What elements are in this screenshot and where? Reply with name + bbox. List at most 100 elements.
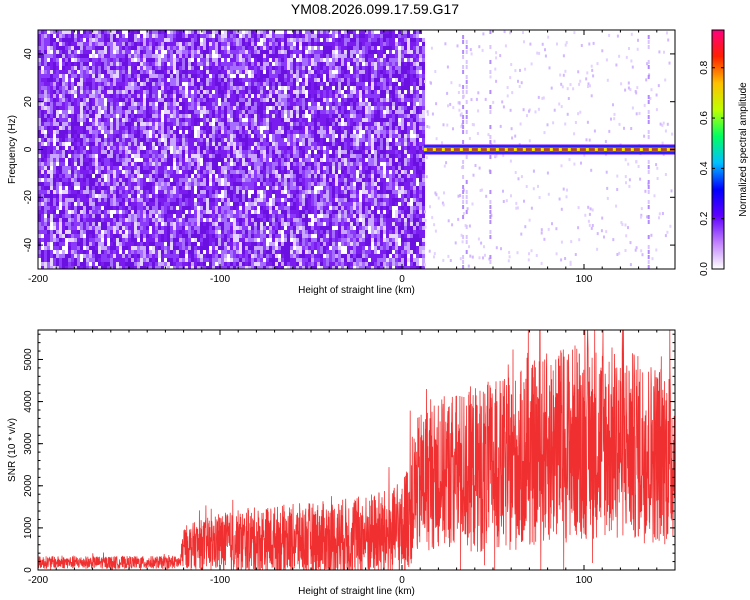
spectrogram-cell [341,50,344,54]
spectrogram-cell [218,226,221,230]
spectrogram-cell [179,154,182,162]
spectrogram-cell [167,54,170,58]
spectrogram-cell [311,134,314,138]
spectrogram-cell [92,186,95,190]
spectrogram-cell [311,238,314,242]
spectrogram-cell [206,250,209,254]
spectrogram-cell [329,262,332,266]
spectrogram-cell [143,218,146,222]
spectrogram-cell [272,266,275,269]
spectrogram-cell [59,122,62,126]
spectrogram-cell [275,198,278,202]
spectrogram-cell [305,202,308,214]
spectrogram-cell [83,250,86,254]
spectrogram-cell [314,82,317,90]
spectrogram-cell [128,66,131,74]
spectrogram-cell [257,38,260,42]
spectrogram-cell [80,238,83,242]
spectrogram-cell [260,202,263,206]
spectrogram-cell [98,170,101,174]
spectrogram-cell [80,222,83,234]
spectrogram-cell [338,94,341,98]
spectrogram-cell [128,242,131,254]
spectrogram-cell [335,162,338,174]
spectrogram-cell [269,46,272,50]
spectrogram-cell [224,246,227,258]
spectrogram-cell [233,158,236,162]
spectrogram-cell [329,42,332,46]
spectrogram-cell [257,134,260,138]
spectrogram-cell [86,74,89,78]
spectrogram-cell [341,162,344,166]
spectrogram-cell [167,238,170,246]
spectrogram-cell [38,114,41,118]
spectrogram-cell [203,50,206,58]
spectrogram-cell [326,30,329,34]
spectrogram-cell [62,242,65,246]
spectrogram-cell [158,226,161,230]
spectrogram-cell [71,214,74,218]
spectrogram-cell [248,66,251,70]
spectrogram-cell [161,258,164,262]
spectrogram-cell [134,210,137,214]
spectrogram-cell [203,66,206,70]
spectrogram-cell [143,262,146,269]
spectrogram-cell [86,230,89,242]
spectrogram-cell [251,114,254,118]
spectrogram-cell [53,82,56,86]
spectrogram-cell [212,182,215,186]
spectrogram-cell [215,206,218,210]
spectrogram-cell [290,78,293,82]
spectrogram-cell [320,254,323,258]
spectrogram-cell [341,42,344,46]
spectrogram-cell [41,170,44,174]
spectrogram-cell [215,198,218,210]
spectrogram-cell [272,246,275,250]
spectrogram-cell [92,58,95,66]
spectrogram-cell [308,106,311,110]
spectrogram-cell [59,162,62,166]
spectrogram-cell [107,66,110,74]
spectrogram-cell [305,194,308,198]
spectrogram-cell [197,50,200,54]
spectrogram-cell [170,106,173,110]
spectrogram-cell [323,150,326,154]
spectrogram-cell [212,250,215,254]
spectrogram-cell [116,230,119,234]
spectrogram-cell [293,182,296,186]
spectrogram-cell [182,34,185,38]
spectrogram-cell [233,114,236,118]
spectrogram-cell [317,174,320,178]
spectrogram-cell [104,166,107,170]
spectrogram-cell [98,30,101,34]
spectrogram-cell [131,146,134,150]
spectrogram-cell [299,234,302,246]
spectrogram-cell [155,262,158,269]
spectrogram-cell [230,62,233,66]
spectrogram-cell [329,74,332,78]
spectrogram-cell [104,262,107,269]
spectrogram-cell [308,42,311,46]
spectrogram-cell [257,78,260,82]
spectrogram-cell [251,54,254,58]
spectrogram-cell [275,50,278,62]
spectrogram-cell [299,210,302,222]
spectrogram-cell [242,170,245,178]
spectrogram-cell [80,218,83,222]
spectrogram-cell [185,214,188,218]
spectrogram-cell [311,242,314,246]
spectrogram-cell [107,190,110,194]
spectrogram-cell [140,90,143,94]
spectrogram-cell [125,42,128,46]
spectrogram-cell [338,250,341,254]
spectrogram-cell [116,82,119,94]
spectrogram-cell [158,146,161,150]
spectrogram-cell [38,242,41,246]
spectrogram-cell [296,218,299,222]
spectrogram-cell [278,82,281,86]
spectrogram-cell [290,190,293,194]
spectrogram-cell [80,190,83,194]
spectrogram-cell [143,250,146,258]
spectrogram-cell [260,186,263,190]
spectrogram-cell [332,190,335,202]
